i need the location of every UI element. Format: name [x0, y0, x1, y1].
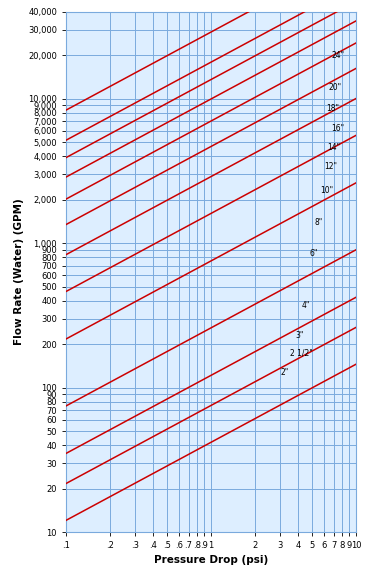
Text: 24": 24" — [332, 51, 345, 60]
Text: 6": 6" — [310, 249, 318, 258]
Text: 16": 16" — [331, 124, 344, 133]
Text: 12": 12" — [324, 162, 337, 171]
Y-axis label: Flow Rate (Water) (GPM): Flow Rate (Water) (GPM) — [14, 199, 24, 345]
Text: 2": 2" — [280, 368, 288, 377]
Text: 18": 18" — [326, 105, 339, 113]
Text: 4": 4" — [301, 301, 310, 310]
Text: 3": 3" — [295, 331, 304, 340]
Text: 14": 14" — [327, 143, 340, 152]
Text: 10": 10" — [321, 187, 334, 195]
Text: 20": 20" — [329, 83, 342, 92]
Text: 8": 8" — [315, 218, 323, 226]
X-axis label: Pressure Drop (psi): Pressure Drop (psi) — [154, 555, 268, 565]
Text: 2 1/2": 2 1/2" — [290, 348, 313, 357]
